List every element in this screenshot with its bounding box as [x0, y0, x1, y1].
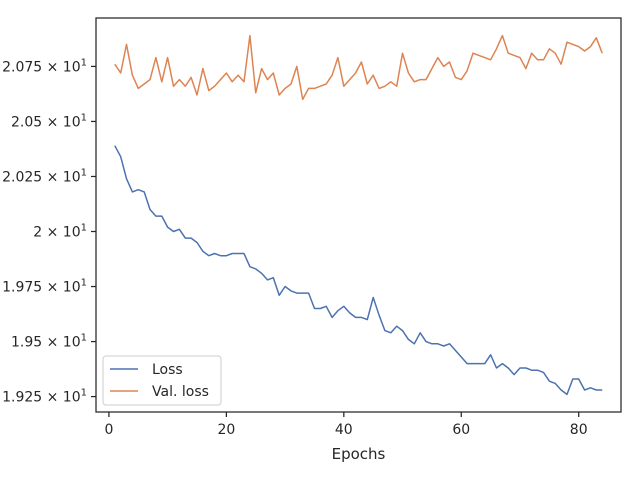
val-loss-line [114, 34, 603, 101]
y-tick-label: 1.975 × 101 [2, 278, 87, 296]
legend-label-val-loss: Val. loss [152, 384, 209, 400]
series-layer [114, 34, 603, 396]
y-tick-label: 1.95 × 101 [11, 333, 87, 351]
legend: Loss Val. loss [102, 355, 222, 406]
x-tick-label: 20 [217, 422, 235, 438]
y-tick-label: 2.025 × 101 [2, 167, 87, 185]
x-tick-label: 60 [452, 422, 470, 438]
legend-label-loss: Loss [152, 362, 183, 378]
x-axis: 0 20 40 60 80 [104, 412, 588, 438]
y-tick-label: 2 × 101 [33, 223, 87, 241]
y-tick-label: 1.925 × 101 [2, 388, 87, 406]
plot-frame [95, 17, 622, 413]
y-axis: 1.925 × 101 1.95 × 101 1.975 × 101 2 × 101 2… [2, 57, 96, 406]
x-tick-label: 0 [104, 422, 113, 438]
loss-line [114, 145, 603, 396]
x-tick-label: 80 [570, 422, 588, 438]
y-tick-label: 2.075 × 101 [2, 57, 87, 75]
x-axis-label: Epochs [332, 445, 386, 463]
y-tick-label: 2.05 × 101 [11, 112, 87, 130]
x-tick-label: 40 [335, 422, 353, 438]
